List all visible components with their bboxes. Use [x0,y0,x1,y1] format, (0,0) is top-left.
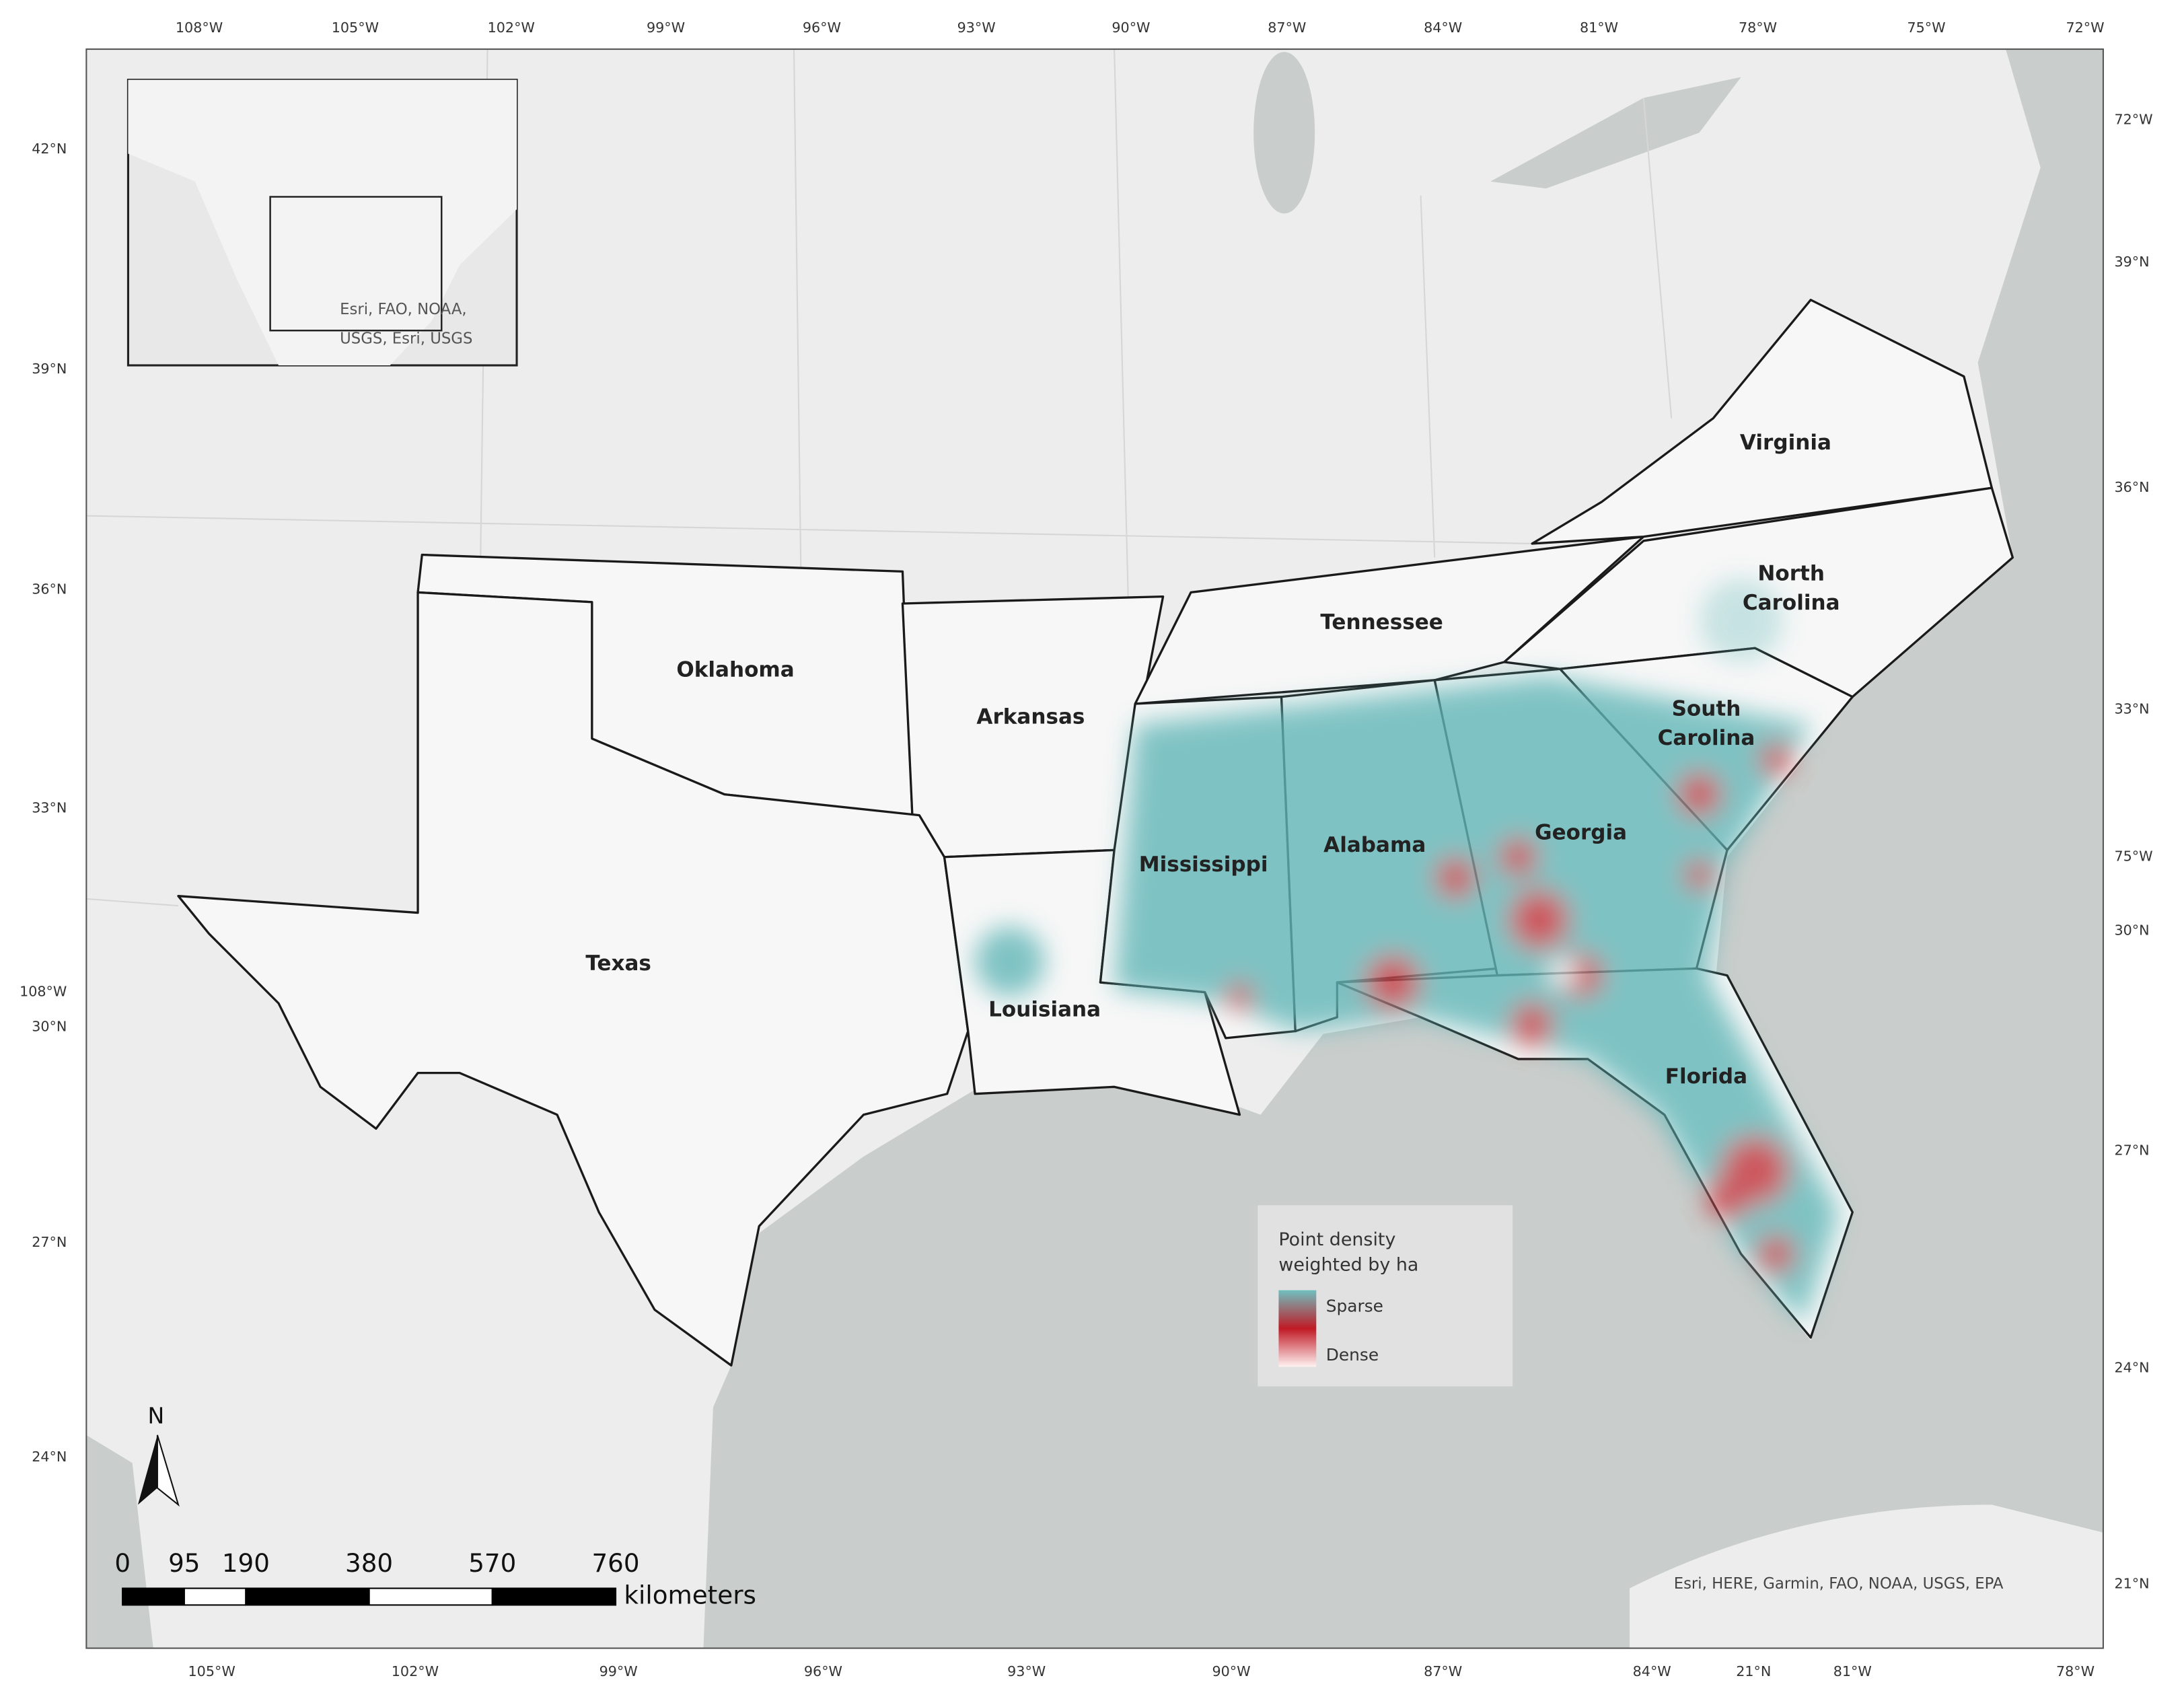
graticule-label: 75°W [2114,848,2152,865]
graticule-label: 87°W [1424,1663,1462,1679]
graticule-label: 42°N [32,141,67,157]
graticule-label: 78°W [2056,1663,2095,1679]
state-label-line: Mississippi [1139,852,1268,877]
state-label: Tennessee [1320,610,1443,634]
graticule-label: 90°W [1112,20,1150,36]
graticule-label: 78°W [1739,20,1777,36]
graticule-labels: 108°W 105°W 102°W 99°W 96°W 93°W 90°W 87°W 84°W 8… [20,20,2153,1679]
graticule-label: 27°N [2114,1142,2149,1159]
graticule-label: 93°W [1007,1663,1046,1679]
graticule-label: 36°N [2114,479,2149,495]
graticule-label: 99°W [647,20,685,36]
state-label-line: Oklahoma [676,657,794,682]
map-frame [85,48,2104,1649]
legend-dense: Dense [1326,1345,1379,1365]
scale-segment [122,1587,185,1606]
density-surface [975,578,1839,1324]
state-label-line: Louisiana [988,997,1101,1021]
state-label: Georgia [1535,821,1627,845]
state-labels: Oklahoma Arkansas Tennessee Virginia North Ca… [585,431,1840,1089]
graticule-label: 102°W [488,20,535,36]
north-label: N [147,1402,164,1428]
graticule-label: 39°N [2114,254,2149,270]
north-arrow: N [137,1402,180,1507]
graticule-label: 36°N [32,581,67,597]
graticule-label: 105°W [332,20,379,36]
legend: Point density weighted by ha Sparse Dense [1258,1205,1513,1387]
graticule-label: 105°W [188,1663,235,1679]
graticule-label: 72°W [2066,20,2104,36]
graticule-label: 33°N [2114,700,2149,717]
state-label: Virginia [1740,431,1831,455]
graticule-label: 93°W [957,20,996,36]
graticule-label: 72°W [2114,112,2152,128]
state-label: Oklahoma [676,657,794,682]
scale-label: 760 [591,1548,639,1578]
state-label: Mississippi [1139,852,1268,877]
state-label-line: Alabama [1323,833,1426,857]
graticule-label: 87°W [1268,20,1306,36]
graticule-label: 102°W [392,1663,439,1679]
state-label-line: Virginia [1740,431,1831,455]
graticule-label: 81°W [1580,20,1618,36]
graticule-label: 21°N [1736,1663,1771,1679]
inset-map: Esri, FAO, NOAA, USGS, Esri, USGS [126,79,518,367]
scale-unit: kilometers [624,1580,756,1609]
scale-label: 95 [168,1548,200,1578]
state-label: Arkansas [976,705,1085,729]
graticule-label: 99°W [599,1663,638,1679]
graticule-label: 33°N [32,799,67,815]
graticule-label: 81°W [1833,1663,1872,1679]
state-label-line: Carolina [1658,726,1755,750]
scale-segment [491,1587,617,1606]
graticule-label: 24°N [2114,1359,2149,1375]
graticule-label: 96°W [803,20,841,36]
state-label-line: North [1757,562,1825,586]
scale-label: 0 [114,1548,131,1578]
graticule-label: 30°N [2114,922,2149,938]
scale-label: 380 [345,1548,393,1578]
state-label-line: Georgia [1535,821,1627,845]
graticule-label: 75°W [1907,20,1945,36]
graticule-label: 108°W [176,20,223,36]
graticule-label: 21°N [2114,1575,2149,1591]
graticule-label: 30°N [32,1018,67,1034]
inset-attribution-line: Esri, FAO, NOAA, [340,301,467,318]
graticule-label: 24°N [32,1449,67,1465]
legend-sparse: Sparse [1326,1296,1383,1315]
inset-attribution-line: USGS, Esri, USGS [340,330,472,347]
state-label-line: Carolina [1743,591,1840,615]
state-label-line: South [1672,696,1741,721]
state-label-line: Arkansas [976,705,1085,729]
scale-label: 190 [222,1548,270,1578]
state-label-line: Texas [585,951,651,976]
state-label: South Carolina [1658,696,1755,750]
scale-label: 570 [468,1548,516,1578]
state-label: Florida [1665,1064,1747,1089]
scale-segment [368,1587,493,1606]
graticule-label: 108°W [20,984,67,1000]
scale-segment [183,1587,247,1606]
graticule-label: 90°W [1212,1663,1250,1679]
state-label: Texas [585,951,651,976]
attribution: Esri, HERE, Garmin, FAO, NOAA, USGS, EPA [1674,1575,2004,1593]
graticule-label: 84°W [1633,1663,1671,1679]
legend-title: Point density weighted by ha [1278,1229,1418,1275]
inset-attribution: Esri, FAO, NOAA, USGS, Esri, USGS [340,301,472,347]
state-label: Louisiana [988,997,1101,1021]
state-label: Alabama [1323,833,1426,857]
graticule-label: 84°W [1424,20,1462,36]
graticule-label: 27°N [32,1234,67,1250]
graticule-label: 39°N [32,361,67,377]
state-label: North Carolina [1743,562,1840,615]
state-label-line: Tennessee [1320,610,1443,634]
graticule-label: 96°W [804,1663,842,1679]
state-label-line: Florida [1665,1064,1747,1089]
scale-segment [245,1587,370,1606]
